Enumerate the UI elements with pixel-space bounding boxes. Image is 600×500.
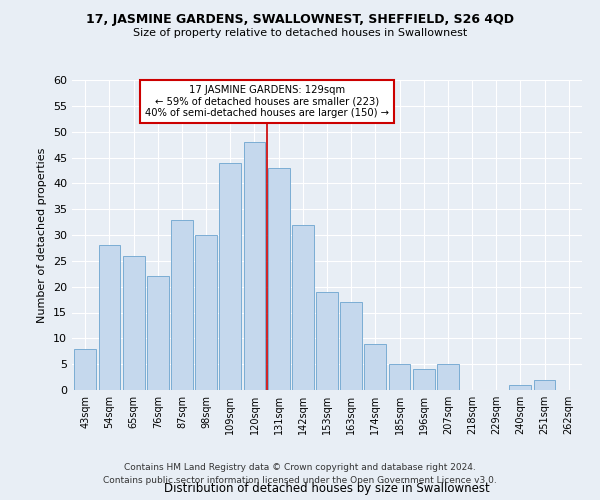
Bar <box>292 224 314 390</box>
Bar <box>437 364 459 390</box>
Bar <box>364 344 386 390</box>
Bar <box>74 348 96 390</box>
Text: Contains HM Land Registry data © Crown copyright and database right 2024.: Contains HM Land Registry data © Crown c… <box>124 464 476 472</box>
Bar <box>220 162 241 390</box>
Bar <box>533 380 556 390</box>
Text: Contains public sector information licensed under the Open Government Licence v3: Contains public sector information licen… <box>103 476 497 485</box>
Y-axis label: Number of detached properties: Number of detached properties <box>37 148 47 322</box>
Bar <box>98 246 121 390</box>
Bar <box>340 302 362 390</box>
Bar <box>316 292 338 390</box>
Bar <box>195 235 217 390</box>
Text: 17 JASMINE GARDENS: 129sqm
← 59% of detached houses are smaller (223)
40% of sem: 17 JASMINE GARDENS: 129sqm ← 59% of deta… <box>145 85 389 118</box>
Bar <box>147 276 169 390</box>
Bar <box>389 364 410 390</box>
Text: Size of property relative to detached houses in Swallownest: Size of property relative to detached ho… <box>133 28 467 38</box>
Bar <box>171 220 193 390</box>
Bar <box>123 256 145 390</box>
Bar <box>268 168 290 390</box>
Bar <box>509 385 531 390</box>
Text: 17, JASMINE GARDENS, SWALLOWNEST, SHEFFIELD, S26 4QD: 17, JASMINE GARDENS, SWALLOWNEST, SHEFFI… <box>86 12 514 26</box>
Bar <box>413 370 434 390</box>
Text: Distribution of detached houses by size in Swallownest: Distribution of detached houses by size … <box>164 482 490 495</box>
Bar <box>244 142 265 390</box>
